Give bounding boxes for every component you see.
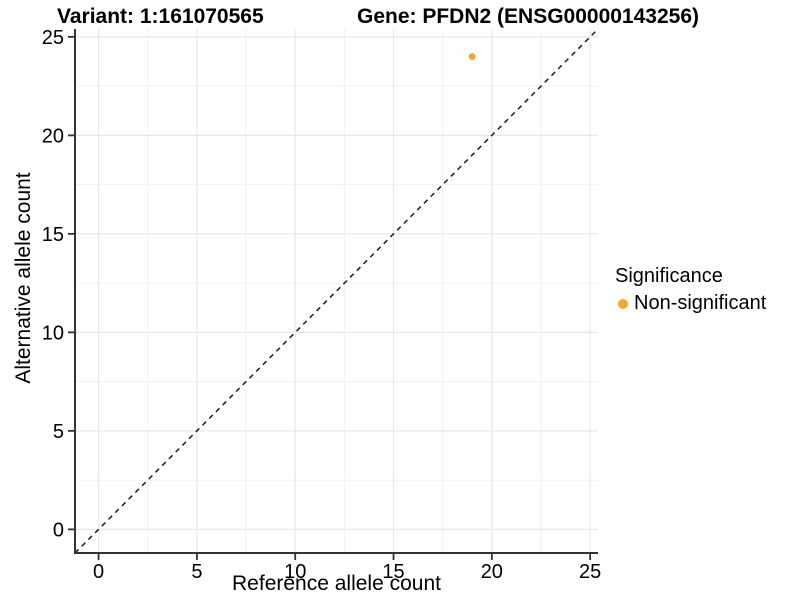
data-point — [468, 53, 476, 61]
y-tick-label: 25 — [42, 27, 64, 49]
y-tick-label: 15 — [42, 224, 64, 246]
y-tick-label: 20 — [42, 125, 64, 147]
y-axis-title: Alternative allele count — [12, 172, 35, 384]
legend: Significance Non-significant — [613, 265, 766, 315]
x-tick-label: 10 — [284, 561, 306, 583]
x-tick-label: 0 — [93, 561, 104, 583]
y-tick-label: 5 — [53, 421, 64, 443]
x-tick-label: 20 — [481, 561, 503, 583]
plot-title-variant: Variant: 1:161070565 — [57, 5, 264, 28]
legend-point-icon — [618, 298, 628, 309]
identity-reference-line — [74, 28, 599, 554]
y-tick-label: 0 — [53, 519, 64, 541]
plot-title-gene: Gene: PFDN2 (ENSG00000143256) — [357, 5, 699, 28]
x-axis-title: Reference allele count — [232, 572, 441, 595]
x-tick-label: 15 — [382, 561, 404, 583]
legend-entry-label: Non-significant — [634, 292, 767, 314]
legend-entry: Non-significant — [613, 292, 766, 315]
x-tick-label: 5 — [191, 561, 202, 583]
x-tick-label: 25 — [579, 561, 601, 583]
y-tick-label: 10 — [42, 322, 64, 344]
legend-title: Significance — [615, 265, 723, 287]
